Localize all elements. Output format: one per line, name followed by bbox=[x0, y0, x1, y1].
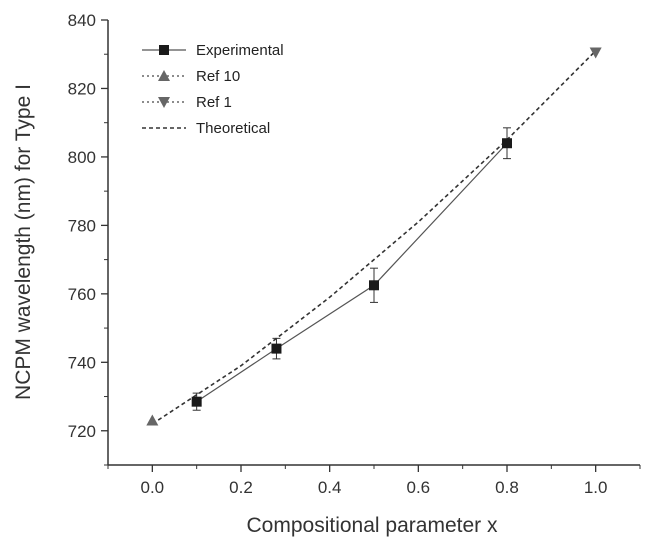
axis-tick-labels: 0.0 0.2 0.4 0.6 0.8 1.0 720 740 760 780 800 820 840 bbox=[68, 11, 608, 497]
y-tick-label: 800 bbox=[68, 148, 96, 167]
data-point-square bbox=[191, 396, 202, 407]
data-point-square bbox=[271, 343, 282, 354]
y-tick-label: 820 bbox=[68, 79, 96, 98]
x-tick-label: 0.8 bbox=[495, 478, 519, 497]
series-theoretical bbox=[151, 50, 597, 425]
y-tick-label: 780 bbox=[68, 216, 96, 235]
x-tick-label: 0.6 bbox=[407, 478, 431, 497]
legend-label: Experimental bbox=[196, 42, 284, 59]
y-tick-label: 720 bbox=[68, 422, 96, 441]
data-point-triangle-down bbox=[158, 97, 170, 108]
data-point-triangle-up bbox=[146, 414, 159, 426]
series-line bbox=[196, 142, 508, 403]
y-axis-title: NCPM wavelength (nm) for Type I bbox=[12, 84, 35, 400]
legend-label: Ref 1 bbox=[196, 94, 232, 111]
data-point-square bbox=[502, 138, 512, 149]
legend-item: Ref 1 bbox=[142, 94, 232, 111]
x-axis-title: Compositional parameter x bbox=[247, 514, 498, 537]
x-tick-label: 0.4 bbox=[318, 478, 342, 497]
x-tick-label: 1.0 bbox=[584, 478, 608, 497]
data-point-square bbox=[369, 280, 379, 291]
y-tick-label: 740 bbox=[68, 353, 96, 372]
legend-item: Theoretical bbox=[142, 120, 270, 137]
data-point-square bbox=[159, 45, 169, 55]
axis-ticks bbox=[101, 19, 641, 472]
y-tick-label: 840 bbox=[68, 11, 96, 30]
series-ref-10 bbox=[146, 414, 159, 426]
series-layer bbox=[146, 47, 602, 426]
legend: Experimental Ref 10 Ref 1 Theoretical bbox=[142, 42, 284, 137]
legend-item: Ref 10 bbox=[142, 68, 240, 85]
legend-label: Ref 10 bbox=[196, 68, 240, 85]
series-ref-1 bbox=[589, 47, 602, 59]
data-point-triangle-down bbox=[589, 47, 602, 59]
legend-label: Theoretical bbox=[196, 120, 270, 137]
plot-frame bbox=[107, 20, 640, 466]
legend-item: Experimental bbox=[142, 42, 284, 59]
x-tick-label: 0.2 bbox=[229, 478, 253, 497]
series-experimental bbox=[191, 127, 512, 411]
series-line bbox=[151, 50, 597, 425]
y-tick-label: 760 bbox=[68, 285, 96, 304]
x-tick-label: 0.0 bbox=[141, 478, 165, 497]
data-point-triangle-up bbox=[158, 70, 170, 81]
